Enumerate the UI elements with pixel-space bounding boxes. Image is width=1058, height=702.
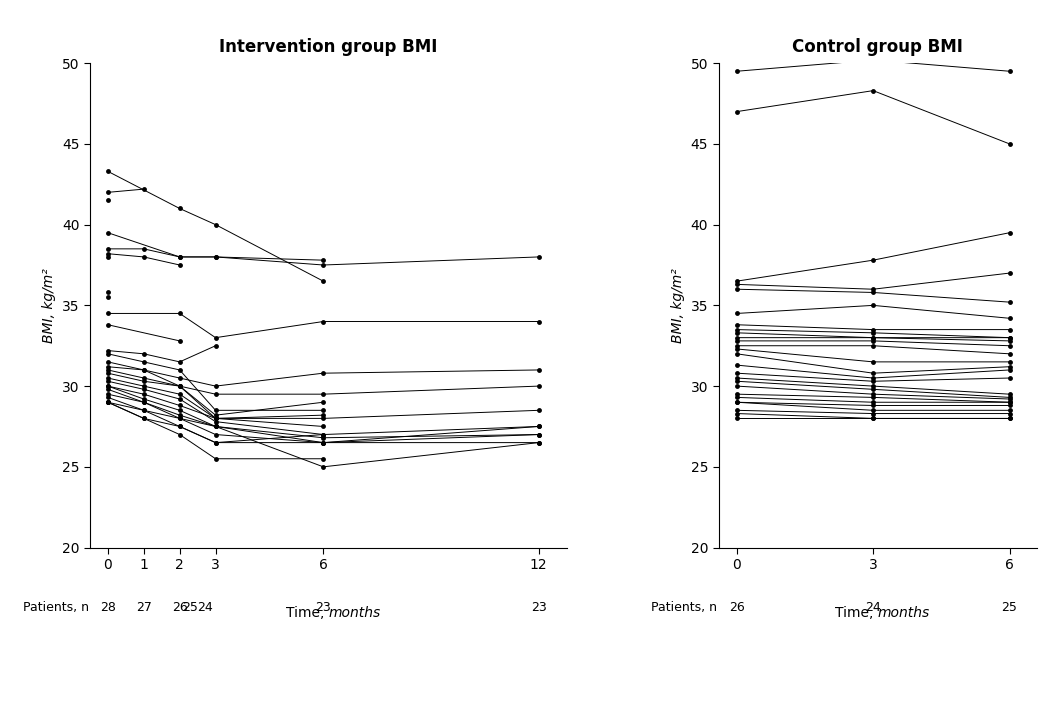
Text: 24: 24 bbox=[865, 601, 881, 614]
Text: 25: 25 bbox=[1002, 601, 1018, 614]
Text: months: months bbox=[329, 606, 381, 620]
Title: Intervention group BMI: Intervention group BMI bbox=[219, 38, 438, 56]
Y-axis label: BMI, kg/m²: BMI, kg/m² bbox=[671, 268, 686, 343]
Y-axis label: BMI, kg/m²: BMI, kg/m² bbox=[42, 268, 56, 343]
Text: 25: 25 bbox=[182, 601, 199, 614]
Text: months: months bbox=[878, 606, 930, 620]
Text: Time,: Time, bbox=[286, 606, 329, 620]
Text: 27: 27 bbox=[135, 601, 151, 614]
Text: 28: 28 bbox=[99, 601, 115, 614]
Text: 26: 26 bbox=[729, 601, 745, 614]
Title: Control group BMI: Control group BMI bbox=[792, 38, 963, 56]
Text: Patients, ​n: Patients, ​n bbox=[652, 601, 717, 614]
Text: Time,: Time, bbox=[835, 606, 878, 620]
Text: 26: 26 bbox=[171, 601, 187, 614]
Text: 24: 24 bbox=[197, 601, 213, 614]
Text: 23: 23 bbox=[531, 601, 547, 614]
Text: 23: 23 bbox=[315, 601, 331, 614]
Text: Patients, ​n: Patients, ​n bbox=[23, 601, 89, 614]
